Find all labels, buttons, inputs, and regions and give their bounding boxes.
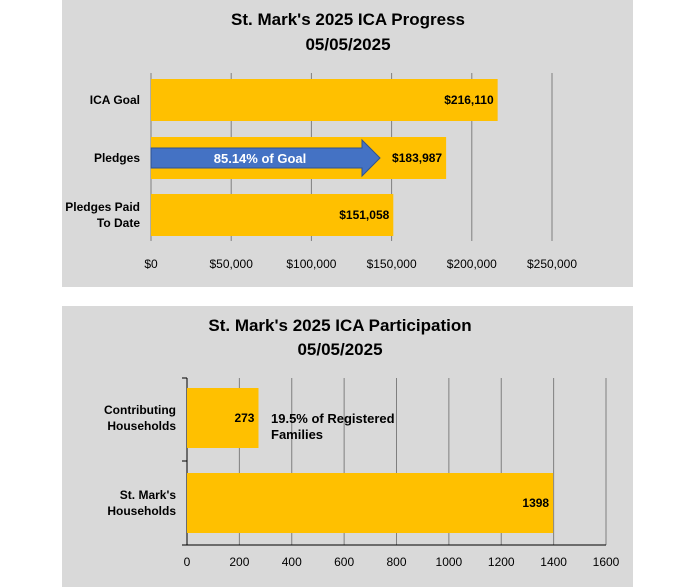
participation-x-tick-label: 0 [184, 555, 191, 569]
participation-chart-title: St. Mark's 2025 ICA Participation [208, 316, 471, 335]
goal-arrow [150, 138, 381, 178]
progress-category-label: ICA Goal [90, 93, 140, 107]
progress-value-label: $151,058 [339, 208, 389, 222]
participation-x-tick-label: 600 [334, 555, 354, 569]
registered-families-annotation: Families [271, 427, 323, 442]
participation-bar [187, 473, 554, 533]
progress-chart-title: St. Mark's 2025 ICA Progress [231, 10, 465, 29]
progress-bar [151, 194, 394, 236]
participation-x-tick-label: 200 [229, 555, 249, 569]
progress-x-tick-label: $0 [144, 257, 158, 271]
participation-category-label: Households [107, 419, 176, 433]
participation-x-tick-label: 400 [282, 555, 302, 569]
progress-x-tick-label: $100,000 [286, 257, 336, 271]
progress-value-label: $216,110 [444, 93, 494, 107]
progress-x-tick-label: $50,000 [210, 257, 254, 271]
participation-x-tick-label: 1600 [593, 555, 620, 569]
participation-category-label: Households [107, 504, 176, 518]
participation-x-tick-label: 1200 [488, 555, 515, 569]
participation-chart-panel [62, 306, 633, 587]
progress-category-label: Pledges [94, 151, 140, 165]
participation-category-label: Contributing [104, 403, 176, 417]
progress-category-label: Pledges Paid [65, 200, 140, 214]
progress-x-tick-label: $150,000 [367, 257, 417, 271]
participation-value-label: 273 [234, 411, 254, 425]
registered-families-annotation: 19.5% of Registered [271, 411, 395, 426]
progress-x-tick-label: $200,000 [447, 257, 497, 271]
progress-chart-subtitle: 05/05/2025 [305, 35, 390, 54]
participation-x-tick-label: 1400 [540, 555, 567, 569]
progress-category-label: To Date [97, 216, 140, 230]
progress-x-tick-label: $250,000 [527, 257, 577, 271]
progress-value-label: $183,987 [392, 151, 442, 165]
participation-category-label: St. Mark's [120, 488, 177, 502]
participation-x-tick-label: 1000 [436, 555, 463, 569]
participation-bar [187, 388, 259, 448]
participation-value-label: 1398 [522, 496, 549, 510]
participation-chart-subtitle: 05/05/2025 [297, 340, 382, 359]
participation-x-tick-label: 800 [386, 555, 406, 569]
goal-percent-annotation: 85.14% of Goal [214, 151, 306, 166]
progress-bar [151, 79, 498, 121]
